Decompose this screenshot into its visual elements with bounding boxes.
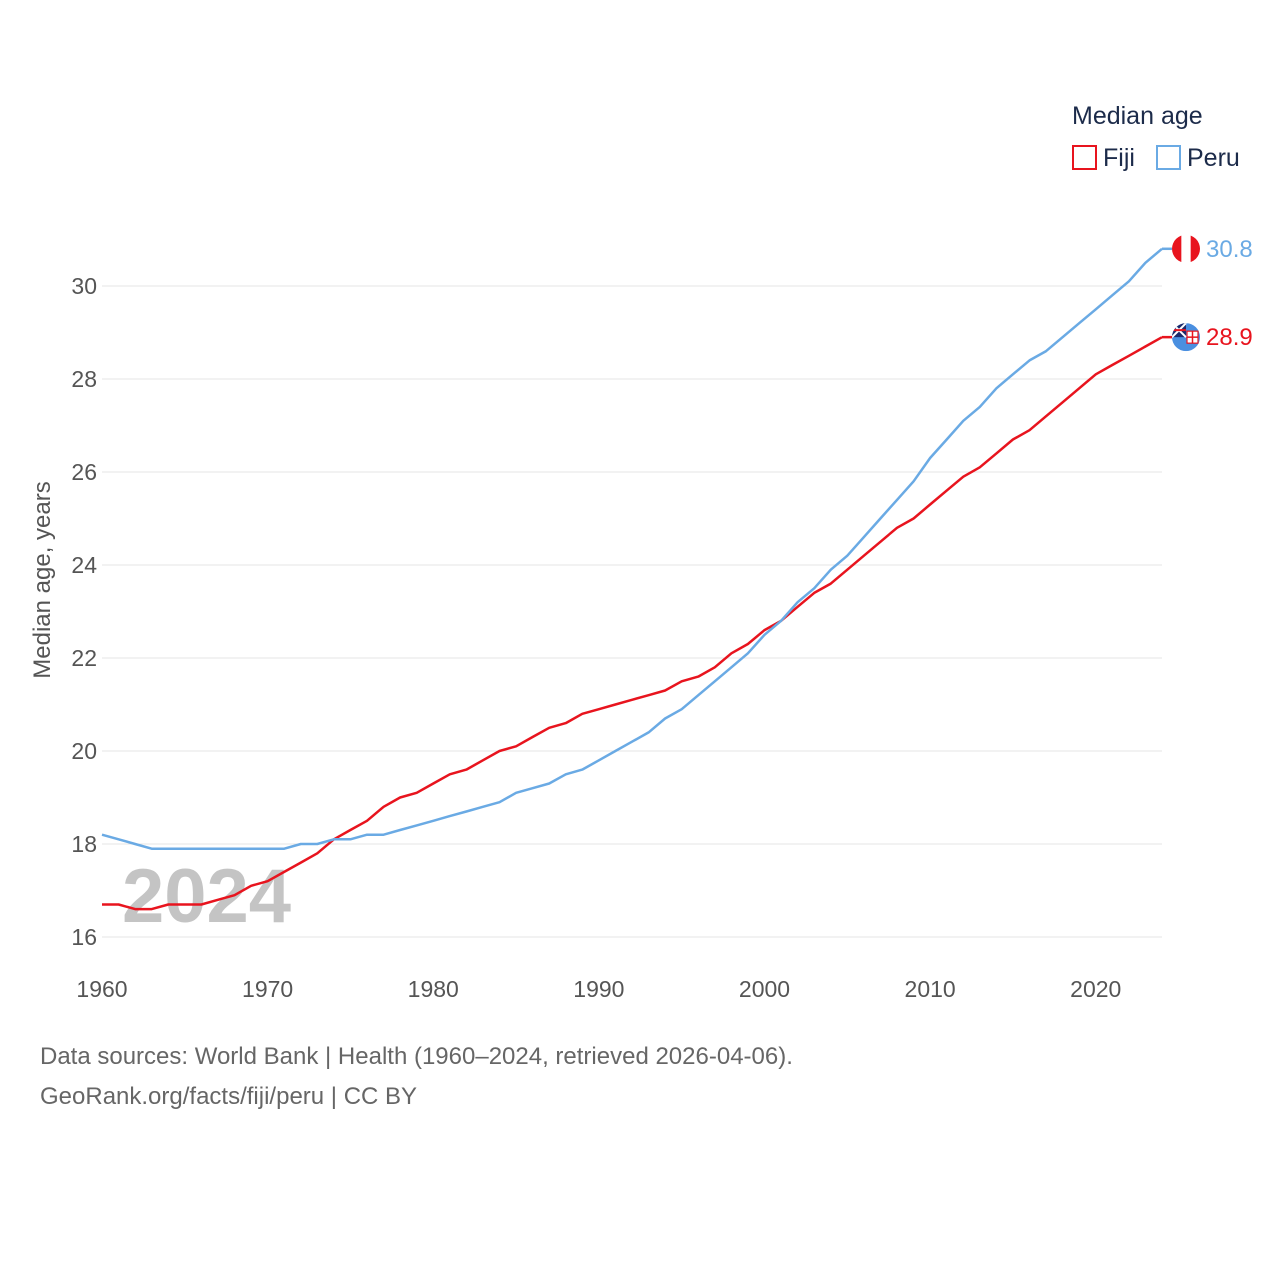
y-axis-label: Median age, years [29,481,56,678]
y-tick-label: 26 [71,459,97,485]
x-tick-label: 2020 [1070,976,1121,1002]
x-axis-ticks: 1960 1970 1980 1990 2000 2010 2020 [76,976,1121,1002]
series-end-labels: 28.9 30.8 [1162,234,1253,352]
x-tick-label: 1990 [573,976,624,1002]
y-tick-label: 18 [71,831,97,857]
legend: Median age Fiji Peru [1072,102,1240,172]
y-tick-label: 28 [71,366,97,392]
x-tick-label: 1980 [408,976,459,1002]
x-tick-label: 2010 [905,976,956,1002]
series-lines [101,247,1163,911]
footer-credit: GeoRank.org/facts/fiji/peru | CC BY [40,1083,418,1110]
fiji-flag-icon [1172,323,1200,352]
legend-label-peru: Peru [1187,144,1240,172]
y-tick-label: 30 [71,273,97,299]
y-tick-label: 20 [71,738,97,764]
y-tick-label: 16 [71,924,97,950]
legend-swatch-peru [1156,145,1181,170]
x-tick-label: 1970 [242,976,293,1002]
y-axis-ticks: 16 18 20 22 24 26 28 30 [71,273,97,950]
end-value-label-peru: 30.8 [1206,236,1253,263]
series-line-fiji [102,336,1163,911]
line-chart: 16 18 20 22 24 26 28 30 1960 1970 1980 1990 2000 201… [29,102,1253,1002]
end-value-label-fiji: 28.9 [1206,324,1253,351]
x-tick-label: 2000 [739,976,790,1002]
x-tick-label: 1960 [76,976,127,1002]
series-line-peru [101,247,1163,850]
gridlines [102,285,1162,938]
legend-label-fiji: Fiji [1103,144,1135,172]
legend-title: Median age [1072,102,1203,130]
peru-flag-icon [1172,234,1200,263]
y-tick-label: 22 [71,645,97,671]
legend-swatch-fiji [1072,145,1097,170]
footer-sources: Data sources: World Bank | Health (1960–… [40,1043,793,1070]
watermark-year: 2024 [122,854,291,939]
y-tick-label: 24 [71,552,97,578]
